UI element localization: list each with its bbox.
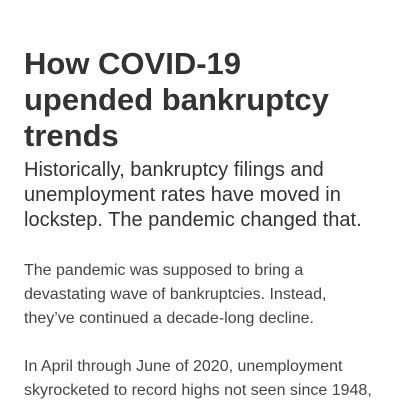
article-paragraph: The pandemic was supposed to bring a dev…	[24, 262, 327, 327]
article-dek: Historically, bankruptcy filings and une…	[24, 159, 362, 231]
article-paragraph: In April through June of 2020, unemploym…	[24, 358, 372, 399]
article-headline: How COVID-19 upended bankruptcy trends	[24, 46, 329, 153]
